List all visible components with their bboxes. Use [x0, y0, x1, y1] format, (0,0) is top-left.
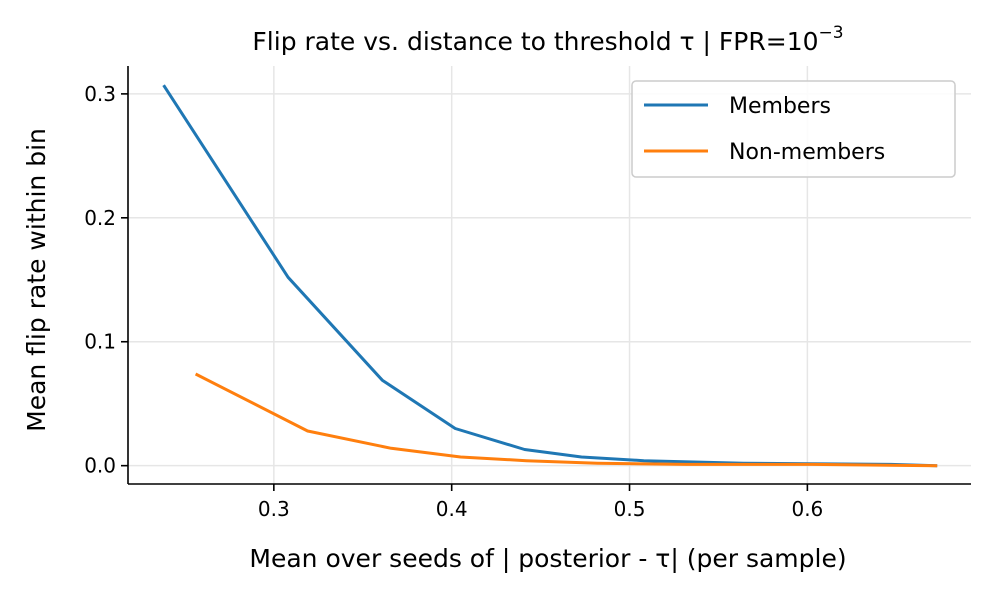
- y-tick-label: 0.1: [84, 330, 116, 354]
- series-line-non-members: [194, 372, 938, 468]
- x-tick-label: 0.3: [258, 497, 290, 521]
- legend: Members Non-members: [631, 80, 956, 178]
- x-tick-label: 0.4: [436, 497, 468, 521]
- legend-label: Non-members: [729, 140, 885, 165]
- y-tick-label: 0.2: [84, 206, 116, 230]
- y-tick-label: 0.3: [84, 82, 116, 106]
- x-tick-label: 0.6: [791, 497, 823, 521]
- y-tick-label: 0.0: [84, 454, 116, 478]
- ticks: 0.3 0.4 0.5 0.6 0.0 0.1 0.2 0.3: [84, 82, 823, 521]
- legend-box: [631, 80, 956, 178]
- x-tick-label: 0.5: [614, 497, 646, 521]
- chart-title-exponent: −3: [819, 23, 844, 43]
- axes: [127, 66, 971, 485]
- y-axis-label: Mean flip rate within bin: [22, 128, 51, 432]
- x-axis-label: Mean over seeds of | posterior - τ| (per…: [249, 544, 846, 573]
- series-lines: [162, 84, 938, 468]
- chart-title: Flip rate vs. distance to threshold τ | …: [252, 23, 843, 56]
- chart-title-text: Flip rate vs. distance to threshold τ | …: [252, 27, 818, 56]
- legend-label: Members: [729, 94, 831, 119]
